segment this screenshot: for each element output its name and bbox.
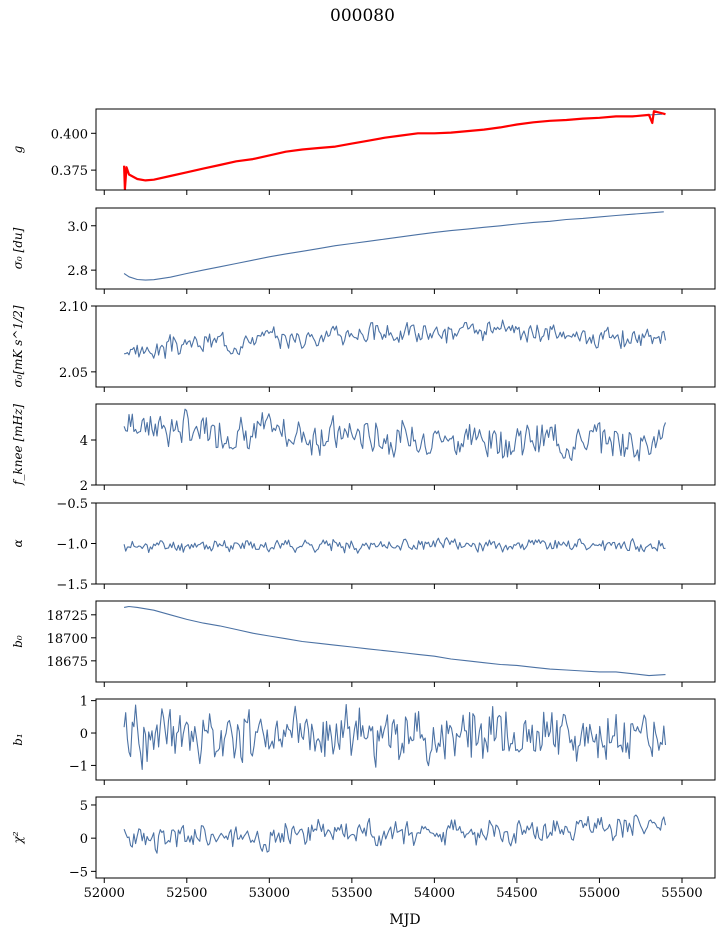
x-tick-label: 52500 — [166, 886, 207, 901]
panel-8-ylabel: χ² — [11, 831, 25, 844]
panel-8-ytick-label: 5 — [80, 799, 88, 814]
panel-3-ytick-label: 2.10 — [59, 300, 88, 315]
panel-6-ylabel: b₀ — [11, 635, 25, 648]
panel-4-ylabel: f_knee [mHz] — [11, 404, 25, 486]
x-tick-label: 54000 — [414, 886, 455, 901]
panel-2-ytick-label: 3.0 — [67, 220, 88, 235]
panel-1-series-1-line — [123, 113, 663, 181]
x-axis-label: MJD — [389, 912, 420, 928]
x-tick-label: 53000 — [249, 886, 290, 901]
panel-5-ylabel: α — [11, 539, 25, 547]
panel-1-frame — [95, 108, 716, 191]
panel-3-ylabel: σ₀[mK s^1/2] — [11, 305, 25, 387]
panel-5-frame — [95, 502, 716, 585]
panel-6-series-1-line — [124, 605, 666, 677]
panel-8-ytick-label: −5 — [69, 865, 88, 880]
panel-7-series-1-line — [123, 703, 667, 770]
panel-7-ylabel: b₁ — [11, 733, 25, 746]
figure-title: 000080 — [330, 6, 395, 26]
panel-5-ytick-label: −1.5 — [56, 578, 88, 593]
panel-3-ytick-label: 2.05 — [59, 366, 88, 381]
panel-8-frame — [95, 796, 716, 879]
panel-8-ytick-label: 0 — [80, 832, 88, 847]
x-tick-label: 54500 — [496, 886, 537, 901]
panel-6-ytick-label: 18725 — [47, 609, 88, 624]
panel-7-ytick-label: 0 — [80, 727, 88, 742]
panel-7-ytick-label: −1 — [69, 759, 88, 774]
panel-6-ytick-label: 18675 — [47, 655, 88, 670]
x-tick-label: 52000 — [84, 886, 125, 901]
x-tick-label: 55000 — [579, 886, 620, 901]
panel-2-ylabel: σ₀ [du] — [11, 227, 25, 269]
panel-7-ytick-label: 1 — [80, 695, 88, 710]
panel-4-ytick-label: 2 — [80, 479, 88, 494]
panel-1-ytick-label: 0.400 — [51, 127, 88, 142]
x-tick-label: 55500 — [661, 886, 702, 901]
panel-3-frame — [95, 305, 716, 388]
panel-6-ytick-label: 18700 — [47, 632, 88, 647]
panel-4-series-1-line — [123, 408, 667, 462]
panel-3-series-1-line — [124, 319, 667, 359]
panel-1-series-2-line — [123, 110, 666, 191]
x-tick-label: 53500 — [331, 886, 372, 901]
panel-2-series-1-line — [123, 211, 664, 281]
panel-8-series-1-line — [123, 814, 667, 854]
panel-5-series-1-line — [123, 537, 666, 554]
panel-5-ytick-label: −1.0 — [56, 538, 88, 553]
panel-5-ytick-label: −0.5 — [56, 497, 88, 512]
panel-6-frame — [95, 600, 716, 683]
panel-2-frame — [95, 207, 716, 290]
panel-4-frame — [95, 403, 716, 486]
panel-7-frame — [95, 698, 716, 781]
panel-2-ytick-label: 2.8 — [67, 264, 88, 279]
panel-1-ytick-label: 0.375 — [51, 164, 88, 179]
panel-4-ytick-label: 4 — [80, 434, 88, 449]
panel-1-ylabel: g — [11, 145, 25, 153]
